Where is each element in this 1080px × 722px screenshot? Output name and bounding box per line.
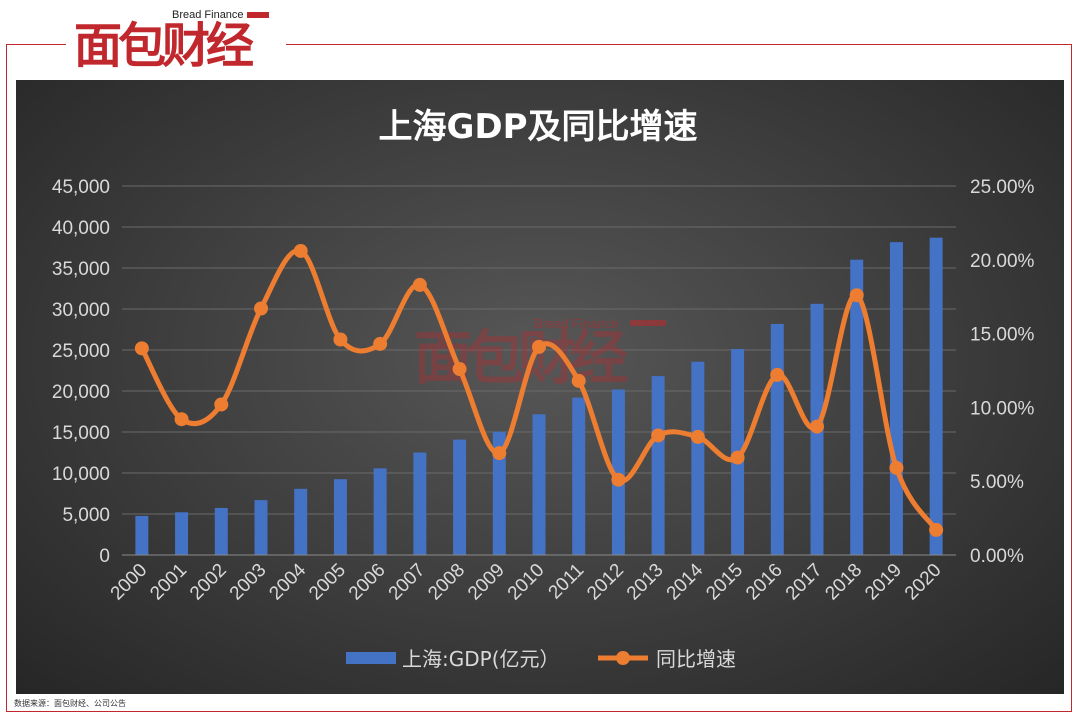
x-tick-label: 2009 xyxy=(464,560,509,605)
growth-point xyxy=(690,429,705,444)
y-right-tick-label: 15.00% xyxy=(970,325,1035,346)
bar xyxy=(214,507,228,555)
watermark-subtitle: Bread Finance xyxy=(534,316,619,331)
bar xyxy=(532,414,546,555)
brand-logo-subtitle: Bread Finance xyxy=(172,9,244,21)
growth-point xyxy=(214,397,229,412)
x-tick-label: 2006 xyxy=(345,560,390,605)
growth-point xyxy=(929,522,944,537)
bar xyxy=(492,431,506,555)
chart-svg: 上海GDP及同比增速 0 5,000 10,000 15,000 20,000 25,000… xyxy=(52,107,1035,671)
outer-frame xyxy=(6,44,1072,712)
bar xyxy=(413,452,427,555)
growth-point xyxy=(373,336,388,351)
growth-point xyxy=(889,460,904,475)
bar xyxy=(611,389,625,555)
x-tick-label: 2005 xyxy=(305,560,350,605)
growth-point xyxy=(810,419,824,434)
bar xyxy=(333,479,347,555)
y-right-tick-label: 5.00% xyxy=(970,472,1024,493)
x-tick-label: 2018 xyxy=(822,560,867,605)
x-tick-label: 2000 xyxy=(107,560,152,605)
y-left-tick-label: 40,000 xyxy=(52,218,110,239)
growth-point xyxy=(730,450,745,465)
x-tick-label: 2012 xyxy=(583,560,628,605)
bar xyxy=(770,323,784,555)
bar xyxy=(294,488,308,555)
y-left-tick-label: 15,000 xyxy=(52,423,110,444)
x-tick-label: 2011 xyxy=(545,560,589,604)
x-tick-label: 2004 xyxy=(266,559,311,604)
y-left-tick-label: 25,000 xyxy=(52,341,110,362)
x-tick-label: 2014 xyxy=(663,559,708,604)
bar xyxy=(135,515,149,555)
legend-label-gdp: 上海:GDP(亿元） xyxy=(402,647,560,671)
bar xyxy=(929,237,943,555)
bar xyxy=(691,361,705,555)
y-left-tick-label: 45,000 xyxy=(52,177,110,198)
bar xyxy=(850,259,864,555)
bar xyxy=(572,397,586,555)
y-right-tick-label: 10.00% xyxy=(970,398,1035,419)
growth-point xyxy=(849,288,864,303)
chart-title: 上海GDP及同比增速 xyxy=(378,107,697,147)
watermark-bar xyxy=(630,320,666,326)
x-tick-label: 2010 xyxy=(504,560,549,605)
x-tick-label: 2008 xyxy=(424,560,469,605)
bar xyxy=(175,512,189,555)
growth-point xyxy=(770,367,785,382)
bar xyxy=(651,376,665,555)
growth-point xyxy=(571,373,586,388)
bar xyxy=(373,468,387,555)
legend-swatch-gdp xyxy=(346,652,396,664)
brand-logo-mark: 面包财经 xyxy=(74,18,254,74)
x-tick-label: 2001 xyxy=(146,560,191,605)
legend-swatch-growth-point xyxy=(616,651,630,665)
bar xyxy=(889,242,903,555)
growth-point xyxy=(532,339,546,354)
chart-background xyxy=(16,80,1064,694)
x-tick-label: 2003 xyxy=(226,560,271,605)
y-right-tick-label: 0.00% xyxy=(970,546,1024,567)
x-tick-label: 2017 xyxy=(782,560,827,605)
growth-point xyxy=(452,362,467,377)
x-tick-label: 2002 xyxy=(186,560,231,605)
growth-point xyxy=(293,243,308,258)
x-tick-label: 2019 xyxy=(861,560,906,605)
bar xyxy=(254,500,268,555)
x-tick-label: 2016 xyxy=(742,560,787,605)
growth-point xyxy=(333,332,348,347)
y-left-tick-label: 10,000 xyxy=(52,464,110,485)
growth-point xyxy=(611,472,626,487)
source-note: 数据来源：面包财经、公司公告 xyxy=(14,699,126,708)
x-tick-label: 2007 xyxy=(385,560,430,605)
bar xyxy=(453,439,467,555)
y-left-tick-label: 35,000 xyxy=(52,259,110,280)
x-tick-label: 2013 xyxy=(623,560,668,605)
y-right-tick-label: 20.00% xyxy=(970,251,1035,272)
x-tick-label: 2015 xyxy=(702,560,747,605)
brand-logo-bar xyxy=(247,12,269,18)
y-left-tick-label: 20,000 xyxy=(52,382,110,403)
x-tick-label: 2020 xyxy=(901,560,946,605)
growth-point xyxy=(174,412,189,427)
y-right-tick-label: 25.00% xyxy=(970,177,1035,198)
y-left-tick-label: 0 xyxy=(99,546,110,567)
growth-point xyxy=(492,446,507,461)
y-left-tick-label: 5,000 xyxy=(62,505,110,526)
brand-logo: Bread Finance 面包财经 xyxy=(66,2,286,76)
y-left-tick-label: 30,000 xyxy=(52,300,110,321)
legend-label-growth: 同比增速 xyxy=(656,647,736,671)
growth-point xyxy=(412,277,427,292)
growth-point xyxy=(651,428,666,443)
growth-point xyxy=(134,341,149,356)
growth-point xyxy=(254,301,268,316)
